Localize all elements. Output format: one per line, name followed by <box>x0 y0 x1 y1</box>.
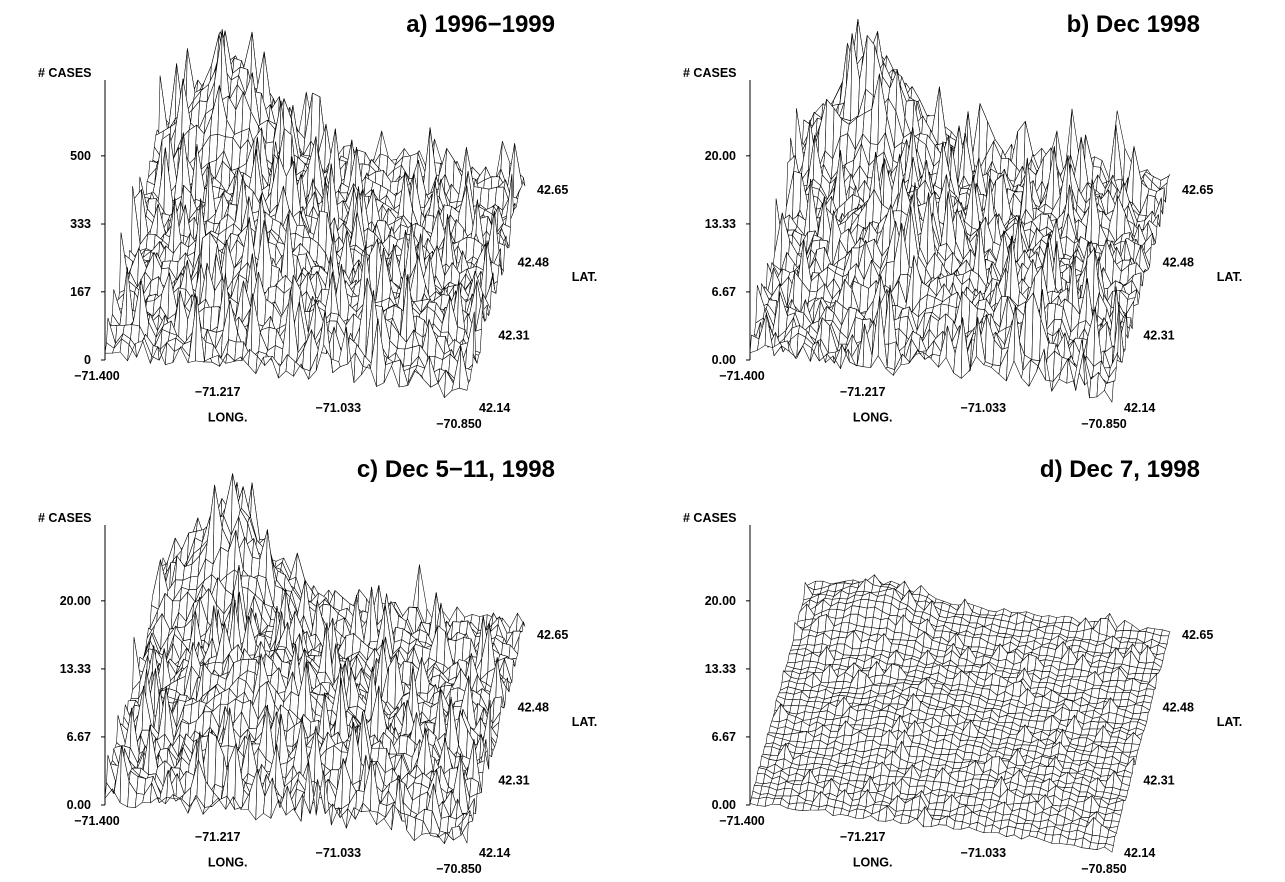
z-axis-label: # CASES <box>683 66 737 80</box>
mesh-cell <box>1105 381 1114 402</box>
x-tick-label: −71.033 <box>961 401 1007 415</box>
y-tick-label: 42.14 <box>479 401 510 415</box>
y-tick-label: 42.48 <box>518 256 549 270</box>
panel-title: a) 1996−1999 <box>406 11 555 38</box>
mesh-cell <box>938 87 947 145</box>
mesh-cell <box>1133 147 1142 214</box>
panel-b: 20.00 13.33 6.67 0.00 −71.400 −71.217 −71.033 −… <box>645 0 1285 437</box>
x-tick-label: −71.217 <box>195 385 241 399</box>
surface-mesh <box>105 29 525 397</box>
x-axis-label: LONG. <box>208 411 248 425</box>
z-tick-label: 500 <box>70 149 91 163</box>
x-tick-label: −70.850 <box>1081 417 1127 431</box>
surface-chart: 20.0013.336.670.00−71.400−71.217−71.033−… <box>0 445 640 882</box>
x-tick-label: −71.033 <box>316 401 362 415</box>
y-tick-label: 42.31 <box>498 328 529 342</box>
y-axis-label: LAT. <box>572 270 597 284</box>
x-tick-label: −71.217 <box>840 385 886 399</box>
panel-a: 500 333 167 0 −71.400 −71.217 −71.033 −70.850 LO… <box>0 0 640 437</box>
surface-chart: 500 333 167 0 −71.400 −71.217 −71.033 −70.850 LO… <box>0 0 640 437</box>
z-tick-label: 20.00 <box>705 149 736 163</box>
z-tick-label: 0.00 <box>712 353 736 367</box>
x-tick-label: −70.850 <box>436 417 482 431</box>
z-tick-label: 6.67 <box>712 285 736 299</box>
x-axis-label: LONG. <box>853 411 893 425</box>
z-tick-label: 0 <box>84 353 91 367</box>
z-tick-label: 333 <box>70 217 91 231</box>
surface-mesh <box>750 19 1170 402</box>
y-axis-label: LAT. <box>1217 270 1242 284</box>
surface-chart: 20.00 13.33 6.67 0.00 −71.400 −71.217 −71.033 −… <box>645 0 1285 437</box>
y-tick-label: 42.14 <box>1124 401 1155 415</box>
z-tick-label: 167 <box>70 285 91 299</box>
surface-mesh <box>105 474 525 844</box>
y-tick-label: 42.31 <box>1143 328 1174 342</box>
z-tick-label: 13.33 <box>705 217 736 231</box>
x-tick-label: −71.400 <box>74 369 120 383</box>
x-tick-label: −71.400 <box>719 369 765 383</box>
mesh-cell <box>159 76 168 136</box>
y-tick-label: 42.65 <box>537 183 568 197</box>
panel-title: b) Dec 1998 <box>1067 11 1200 38</box>
z-axis-label: # CASES <box>38 66 92 80</box>
y-tick-label: 42.65 <box>1182 183 1213 197</box>
y-tick-label: 42.48 <box>1163 256 1194 270</box>
